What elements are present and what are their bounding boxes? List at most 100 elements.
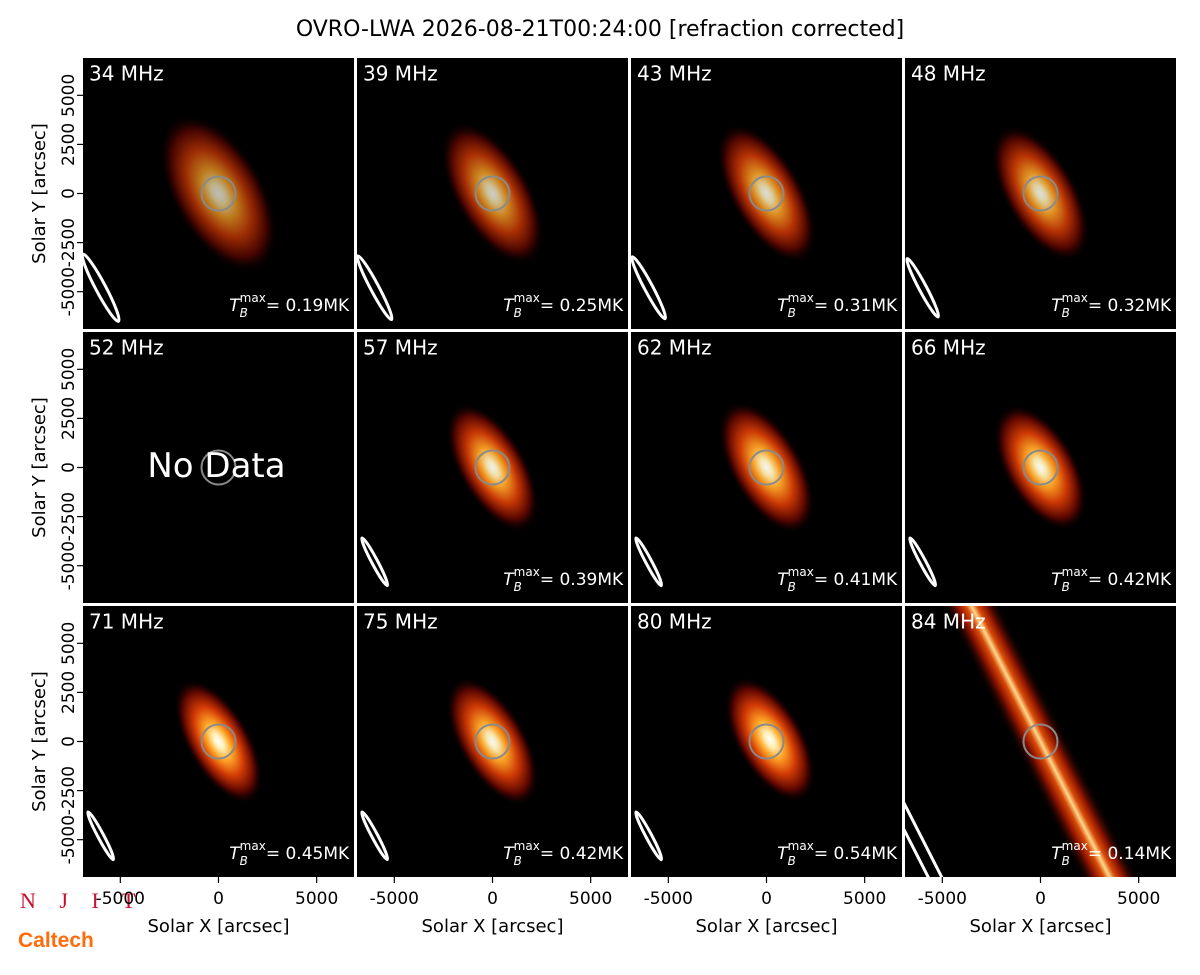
- tb-value-label: = 0.42MK: [1088, 570, 1172, 590]
- solar-disk: [474, 175, 511, 212]
- beam: [905, 257, 941, 319]
- solar-disk: [1022, 723, 1059, 760]
- y-tick-label: 2500: [59, 397, 79, 440]
- tb-max-label: TBmax= 0.14MK: [1051, 839, 1172, 868]
- emission: [718, 400, 815, 535]
- tb-sub: B: [514, 854, 522, 868]
- tb-value-label: = 0.31MK: [814, 296, 898, 316]
- y-tick-label: -2500: [59, 492, 79, 541]
- tb-symbol: T: [229, 296, 241, 316]
- tb-sub: B: [1062, 580, 1070, 594]
- panel: [905, 606, 1176, 877]
- tb-value-label: = 0.39MK: [540, 570, 624, 590]
- tb-max-label: TBmax= 0.54MK: [777, 839, 898, 868]
- beam: [634, 810, 664, 862]
- panel-title: 62 MHz: [637, 336, 712, 360]
- tb-sub: B: [1062, 854, 1070, 868]
- emission: [991, 125, 1090, 262]
- solar-disk: [474, 449, 511, 486]
- x-axis-label: Solar X [arcsec]: [970, 916, 1112, 937]
- tb-sup: max: [514, 565, 540, 579]
- tb-symbol: T: [777, 844, 789, 864]
- tb-value-label: = 0.25MK: [540, 296, 624, 316]
- panel: [83, 113, 278, 323]
- x-tick-label: 0: [761, 889, 772, 909]
- figure-title: OVRO-LWA 2026-08-21T00:24:00 [refraction…: [296, 17, 904, 42]
- tb-sub: B: [514, 580, 522, 594]
- logo-njit: N J I T: [20, 888, 144, 913]
- x-tick-label: 0: [213, 889, 224, 909]
- emission: [173, 678, 264, 805]
- tb-max-label: TBmax= 0.39MK: [503, 565, 624, 594]
- x-tick-label: 5000: [569, 889, 612, 909]
- y-tick-label: 0: [59, 462, 79, 473]
- x-tick-label: -5000: [644, 889, 693, 909]
- panel: [200, 449, 237, 486]
- tb-symbol: T: [503, 570, 515, 590]
- solar-disk: [474, 723, 511, 760]
- tb-value-label: = 0.41MK: [814, 570, 898, 590]
- y-axis-label: Solar Y [arcsec]: [29, 397, 50, 538]
- tb-symbol: T: [503, 296, 515, 316]
- tb-sup: max: [1062, 839, 1088, 853]
- panel: [360, 676, 540, 862]
- emission: [159, 113, 278, 274]
- panel-title: 48 MHz: [911, 62, 986, 86]
- panel-title: 39 MHz: [363, 62, 438, 86]
- panel-title: 66 MHz: [911, 336, 986, 360]
- solar-disk: [200, 723, 237, 760]
- panel: [360, 402, 540, 588]
- panel: [86, 678, 264, 862]
- x-tick-label: 5000: [1117, 889, 1160, 909]
- x-axis-label: Solar X [arcsec]: [148, 916, 290, 937]
- tb-symbol: T: [503, 844, 515, 864]
- tb-max-label: TBmax= 0.42MK: [1051, 565, 1172, 594]
- tb-value-label: = 0.42MK: [540, 844, 624, 864]
- y-tick-label: 5000: [59, 622, 79, 665]
- solar-disk: [200, 175, 237, 212]
- y-axis-label: Solar Y [arcsec]: [29, 671, 50, 812]
- y-tick-label: 5000: [59, 348, 79, 391]
- solar-disk: [748, 175, 785, 212]
- beam: [357, 254, 394, 322]
- panel-title: 57 MHz: [363, 336, 438, 360]
- beam: [631, 255, 668, 321]
- tb-sup: max: [788, 291, 814, 305]
- tb-max-label: TBmax= 0.42MK: [503, 839, 624, 868]
- panel-title: 34 MHz: [89, 62, 164, 86]
- x-tick-label: -5000: [96, 889, 145, 909]
- y-tick-label: 0: [59, 188, 79, 199]
- panel-title: 80 MHz: [637, 610, 712, 634]
- y-tick-label: -5000: [59, 267, 79, 316]
- tb-sup: max: [240, 291, 266, 305]
- tb-max-label: TBmax= 0.31MK: [777, 291, 898, 320]
- tb-max-label: TBmax= 0.32MK: [1051, 291, 1172, 320]
- beam: [360, 536, 390, 588]
- tb-sub: B: [240, 306, 248, 320]
- beam: [634, 536, 664, 588]
- emission: [716, 123, 817, 264]
- x-tick-label: 5000: [295, 889, 338, 909]
- tb-symbol: T: [1051, 296, 1063, 316]
- solar-disk: [748, 723, 785, 760]
- tb-sup: max: [1062, 291, 1088, 305]
- panel: [634, 400, 815, 588]
- y-tick-label: 2500: [59, 671, 79, 714]
- tb-symbol: T: [777, 296, 789, 316]
- solar-disk: [200, 449, 237, 486]
- beam: [83, 252, 121, 323]
- tb-sub: B: [788, 580, 796, 594]
- tb-sub: B: [788, 306, 796, 320]
- emission: [445, 402, 540, 533]
- beam: [86, 810, 116, 862]
- emission: [724, 676, 816, 803]
- emission: [993, 404, 1088, 531]
- tb-value-label: = 0.14MK: [1088, 844, 1172, 864]
- tb-value-label: = 0.45MK: [266, 844, 350, 864]
- panel-title: 71 MHz: [89, 610, 164, 634]
- beam: [360, 810, 390, 862]
- panel-background: [83, 332, 354, 603]
- tb-sup: max: [788, 839, 814, 853]
- annotation: No Data: [147, 446, 285, 486]
